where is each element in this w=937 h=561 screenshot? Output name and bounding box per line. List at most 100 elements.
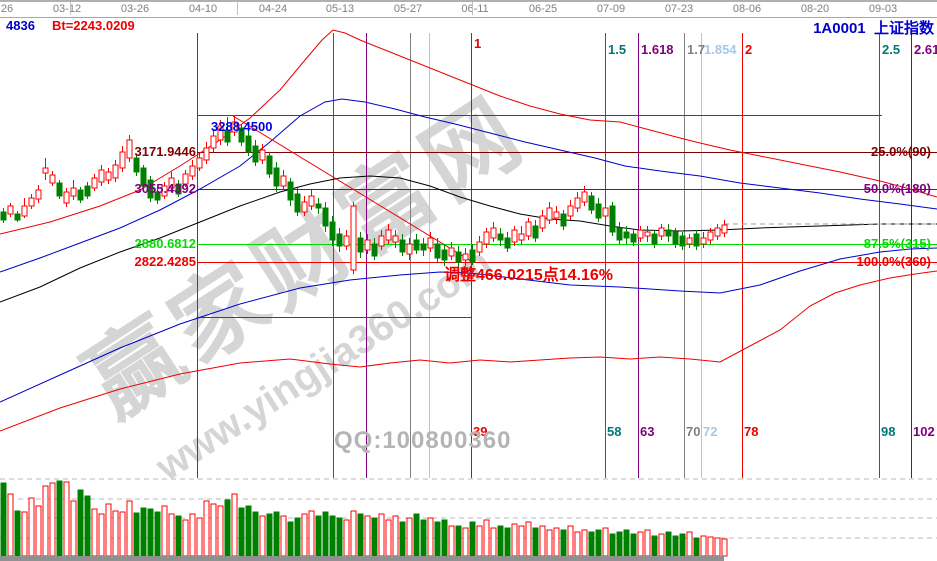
bt-indicator-value: Bt=2243.0209 <box>52 18 135 33</box>
candle-body <box>133 157 140 173</box>
candle-body <box>161 185 168 197</box>
candle-body <box>273 167 280 187</box>
candle-body <box>490 227 497 239</box>
volume-bar <box>266 513 273 557</box>
candle-body <box>721 224 728 234</box>
candle-body <box>399 239 406 253</box>
candle-body <box>413 239 420 251</box>
candle-body <box>322 207 329 227</box>
volume-bar <box>238 507 245 557</box>
volume-bar <box>504 527 511 557</box>
volume-bar <box>182 519 189 557</box>
volume-bar <box>189 513 196 557</box>
volume-bar <box>140 507 147 557</box>
candle-body <box>182 173 189 185</box>
volume-bar <box>329 515 336 557</box>
symbol-name: 上证指数 <box>873 20 934 37</box>
candle-body <box>406 243 413 255</box>
axis-tick <box>472 2 473 15</box>
volume-bar <box>35 505 42 557</box>
candle-body <box>238 127 245 143</box>
volume-bar <box>343 519 350 557</box>
volume-bar <box>700 535 707 557</box>
candle-body <box>630 233 637 243</box>
candle-body <box>476 241 483 253</box>
volume-bar <box>21 511 28 557</box>
candle-body <box>623 231 630 239</box>
date-label: 26 <box>0 3 14 15</box>
candle-body <box>343 235 350 247</box>
candle-body <box>665 229 672 237</box>
candle-body <box>98 169 105 183</box>
total-bars-count: 4836 <box>6 18 35 33</box>
volume-bar <box>91 508 98 557</box>
volume-bar <box>511 523 518 557</box>
candle-body <box>49 174 56 184</box>
candle-body <box>28 197 35 207</box>
candle-body <box>245 135 252 153</box>
volume-bar <box>84 495 91 557</box>
volume-bar <box>679 533 686 557</box>
volume-bar <box>273 511 280 557</box>
candle-body <box>567 205 574 217</box>
candle-body <box>714 227 721 237</box>
volume-bar <box>133 512 140 557</box>
volume-bar <box>434 521 441 557</box>
candle-body <box>588 195 595 211</box>
symbol-title[interactable]: 1A0001 上证指数 <box>813 17 934 38</box>
candle-body <box>672 231 679 245</box>
candle-body <box>385 229 392 241</box>
candle-body <box>525 221 532 237</box>
candle-body <box>189 165 196 177</box>
candle-body <box>511 229 518 243</box>
volume-bar <box>637 531 644 557</box>
volume-bar <box>364 515 371 557</box>
volume-bar <box>154 511 161 557</box>
volume-bar <box>63 481 70 557</box>
volume-bar <box>546 529 553 557</box>
volume-bar <box>217 505 224 557</box>
candle-body <box>56 182 63 197</box>
volume-bar <box>119 511 126 557</box>
volume-bar <box>245 505 252 557</box>
volume-bar <box>476 525 483 557</box>
black-mid-ma <box>0 175 937 303</box>
volume-bar <box>518 525 525 557</box>
volume-bar <box>623 529 630 557</box>
volume-bar <box>560 529 567 557</box>
volume-bar <box>112 510 119 557</box>
candle-body <box>70 187 77 197</box>
volume-bar <box>161 505 168 557</box>
candle-body <box>532 225 539 239</box>
volume-bar <box>413 513 420 557</box>
candle-body <box>434 243 441 259</box>
candle-body <box>651 233 658 245</box>
volume-bar <box>406 517 413 557</box>
axis-tick <box>70 2 71 15</box>
candle-body <box>378 235 385 247</box>
candle-body <box>364 239 371 251</box>
volume-bar <box>14 510 21 557</box>
candle-body <box>287 181 294 201</box>
volume-bar <box>259 515 266 557</box>
candle-body <box>77 189 84 201</box>
candle-body <box>700 237 707 245</box>
volume-bar <box>658 533 665 557</box>
candle-body <box>574 197 581 209</box>
volume-bar <box>77 489 84 557</box>
candle-body <box>553 211 560 219</box>
candle-body <box>448 247 455 257</box>
volume-bar <box>707 536 714 557</box>
volume-bar <box>0 482 7 557</box>
candle-body <box>455 251 462 263</box>
candle-body <box>350 205 357 271</box>
candle-body <box>280 175 287 187</box>
volume-bar <box>70 500 77 557</box>
volume-bar <box>287 521 294 557</box>
candle-body <box>518 233 525 241</box>
date-label: 06-11 <box>461 3 489 15</box>
volume-bar <box>42 485 49 557</box>
volume-bar <box>371 517 378 557</box>
